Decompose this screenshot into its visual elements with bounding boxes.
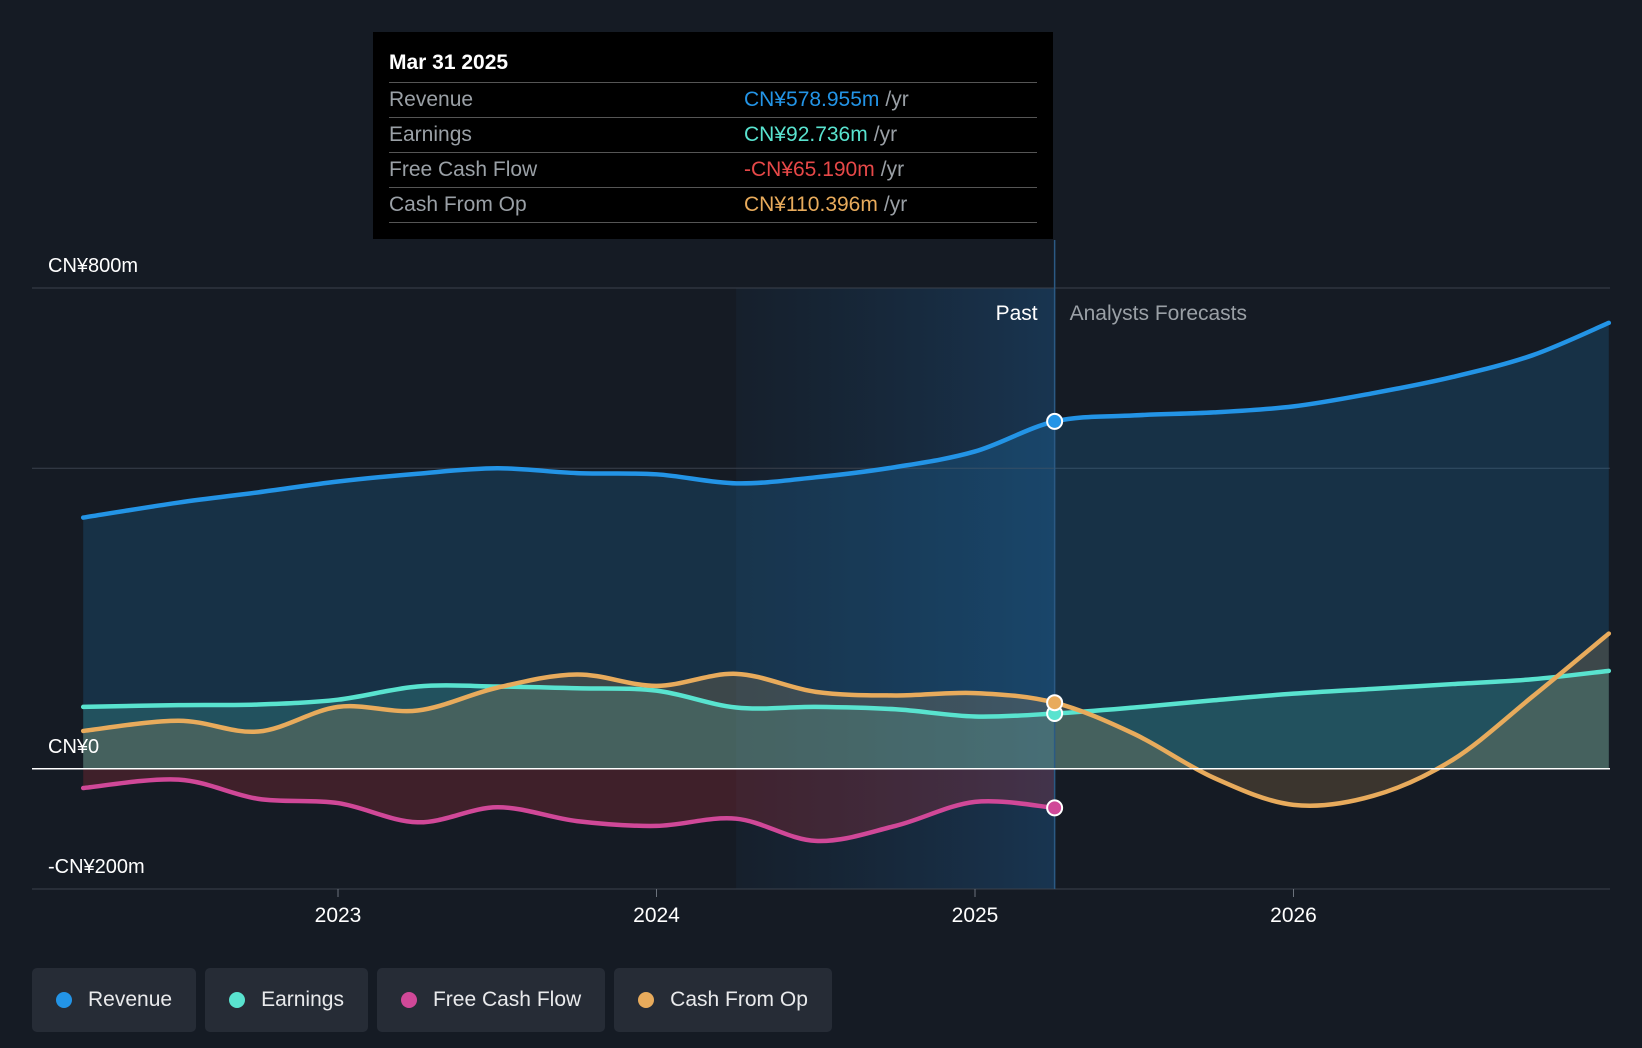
legend-item-cash-from-op[interactable]: Cash From Op (614, 968, 832, 1032)
tooltip-label: Free Cash Flow (389, 158, 538, 181)
revenue-area (83, 322, 1609, 769)
y-axis-labels: CN¥800m CN¥0 -CN¥200m (48, 255, 145, 878)
free-cash-flow-area (83, 768, 1055, 842)
x-tick-label: 2025 (952, 904, 999, 927)
cash-from-op-dot-icon (638, 992, 655, 1008)
cash-from-op-line (80, 631, 1612, 809)
tooltip-unit: /yr (883, 193, 908, 216)
tooltip-value: -CN¥65.190m (744, 158, 875, 181)
past-label: Past (996, 302, 1038, 325)
legend-label: Cash From Op (670, 988, 808, 1011)
x-tick-label: 2026 (1270, 904, 1317, 927)
revenue-marker (1046, 412, 1064, 430)
tooltip-label: Earnings (389, 123, 472, 146)
y-axis-label: CN¥800m (48, 255, 138, 277)
series-markers (1046, 412, 1064, 817)
tooltip-date: Mar 31 2025 (389, 48, 1037, 83)
tooltip-unit: /yr (880, 158, 905, 181)
free-cash-flow-marker (1046, 799, 1064, 817)
legend-label: Revenue (88, 988, 173, 1011)
series-lines (80, 320, 1612, 844)
tooltip-value: CN¥92.736m (744, 123, 868, 146)
legend-item-revenue[interactable]: Revenue (32, 968, 197, 1032)
tooltip-row-revenue: Revenue CN¥578.955m /yr (389, 83, 1037, 118)
tooltip-label: Revenue (389, 88, 474, 111)
tooltip-unit: /yr (885, 88, 909, 111)
legend-label: Earnings (261, 988, 344, 1011)
legend-label: Free Cash Flow (432, 988, 582, 1011)
cash-from-op-marker (1046, 694, 1064, 712)
earnings-line (80, 668, 1612, 719)
revenue-line (80, 320, 1612, 520)
x-tick-label: 2024 (633, 904, 680, 927)
tooltip: Mar 31 2025 Revenue CN¥578.955m /yr Earn… (373, 32, 1053, 239)
revenue-dot-icon (56, 992, 72, 1008)
tooltip-label: Cash From Op (389, 193, 527, 216)
tooltip-value: CN¥110.396m (744, 193, 878, 216)
past-highlight-band (736, 288, 1055, 889)
x-tick-label: 2023 (315, 904, 362, 927)
legend: Revenue Earnings Free Cash Flow Cash Fro… (32, 968, 841, 1032)
gridlines (32, 287, 1610, 890)
cash-from-op-area (83, 633, 1609, 806)
tooltip-row-earnings: Earnings CN¥92.736m /yr (389, 118, 1037, 153)
tooltip-row-free-cash-flow: Free Cash Flow -CN¥65.190m /yr (389, 153, 1037, 188)
legend-item-earnings[interactable]: Earnings (205, 968, 368, 1032)
earnings-dot-icon (229, 992, 246, 1008)
tooltip-row-cash-from-op: Cash From Op CN¥110.396m /yr (389, 188, 1037, 223)
free-cash-flow-dot-icon (400, 992, 417, 1008)
tooltip-unit: /yr (873, 123, 898, 146)
free-cash-flow-line (80, 777, 1057, 844)
legend-item-free-cash-flow[interactable]: Free Cash Flow (376, 968, 606, 1032)
x-axis-ticks: 2023 2024 2025 2026 (315, 889, 1317, 927)
y-axis-label: CN¥0 (48, 736, 99, 758)
forecast-label: Analysts Forecasts (1070, 302, 1247, 325)
y-axis-label: -CN¥200m (48, 856, 145, 878)
tooltip-value: CN¥578.955m (744, 88, 880, 111)
